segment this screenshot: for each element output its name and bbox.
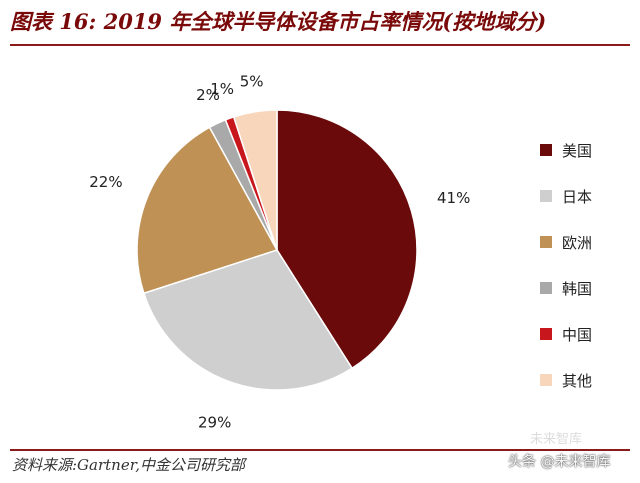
pie-slice-1 — [142, 249, 354, 391]
legend-swatch — [540, 236, 552, 248]
data-label-1: 29% — [198, 414, 231, 432]
legend-swatch — [540, 144, 552, 156]
legend-item-2: 欧洲 — [540, 232, 592, 252]
legend-swatch — [540, 328, 552, 340]
legend-swatch — [540, 374, 552, 386]
legend-swatch — [540, 190, 552, 202]
watermark-secondary: 未来智库 — [530, 432, 583, 447]
legend-label: 中国 — [562, 325, 593, 344]
footer-divider — [10, 449, 630, 451]
data-label-4: 1% — [210, 80, 234, 98]
pie-slice-5 — [232, 109, 278, 251]
pie-slice-2 — [136, 126, 279, 295]
data-label-3: 2% — [196, 86, 220, 104]
title-divider — [10, 44, 630, 46]
legend-label: 日本 — [562, 187, 593, 206]
legend-label: 韩国 — [562, 279, 593, 298]
legend-label: 欧洲 — [562, 233, 593, 252]
data-label-2: 22% — [89, 173, 122, 191]
pie-slice-0 — [276, 109, 418, 370]
legend-label: 美国 — [562, 141, 593, 160]
legend-item-4: 中国 — [540, 324, 592, 344]
legend-item-0: 美国 — [540, 140, 592, 160]
legend-swatch — [540, 282, 552, 294]
data-label-5: 5% — [240, 72, 264, 90]
legend-item-1: 日本 — [540, 186, 592, 206]
chart-title: 图表 16: 2019 年全球半导体设备市占率情况(按地域分) — [10, 9, 547, 34]
watermark: 头条 @未来智库 — [508, 454, 611, 470]
legend-item-5: 其他 — [540, 370, 592, 390]
source-note: 资料来源:Gartner,中金公司研究部 — [12, 456, 246, 474]
legend-item-3: 韩国 — [540, 278, 592, 298]
legend-label: 其他 — [562, 371, 593, 390]
data-label-0: 41% — [437, 189, 470, 207]
